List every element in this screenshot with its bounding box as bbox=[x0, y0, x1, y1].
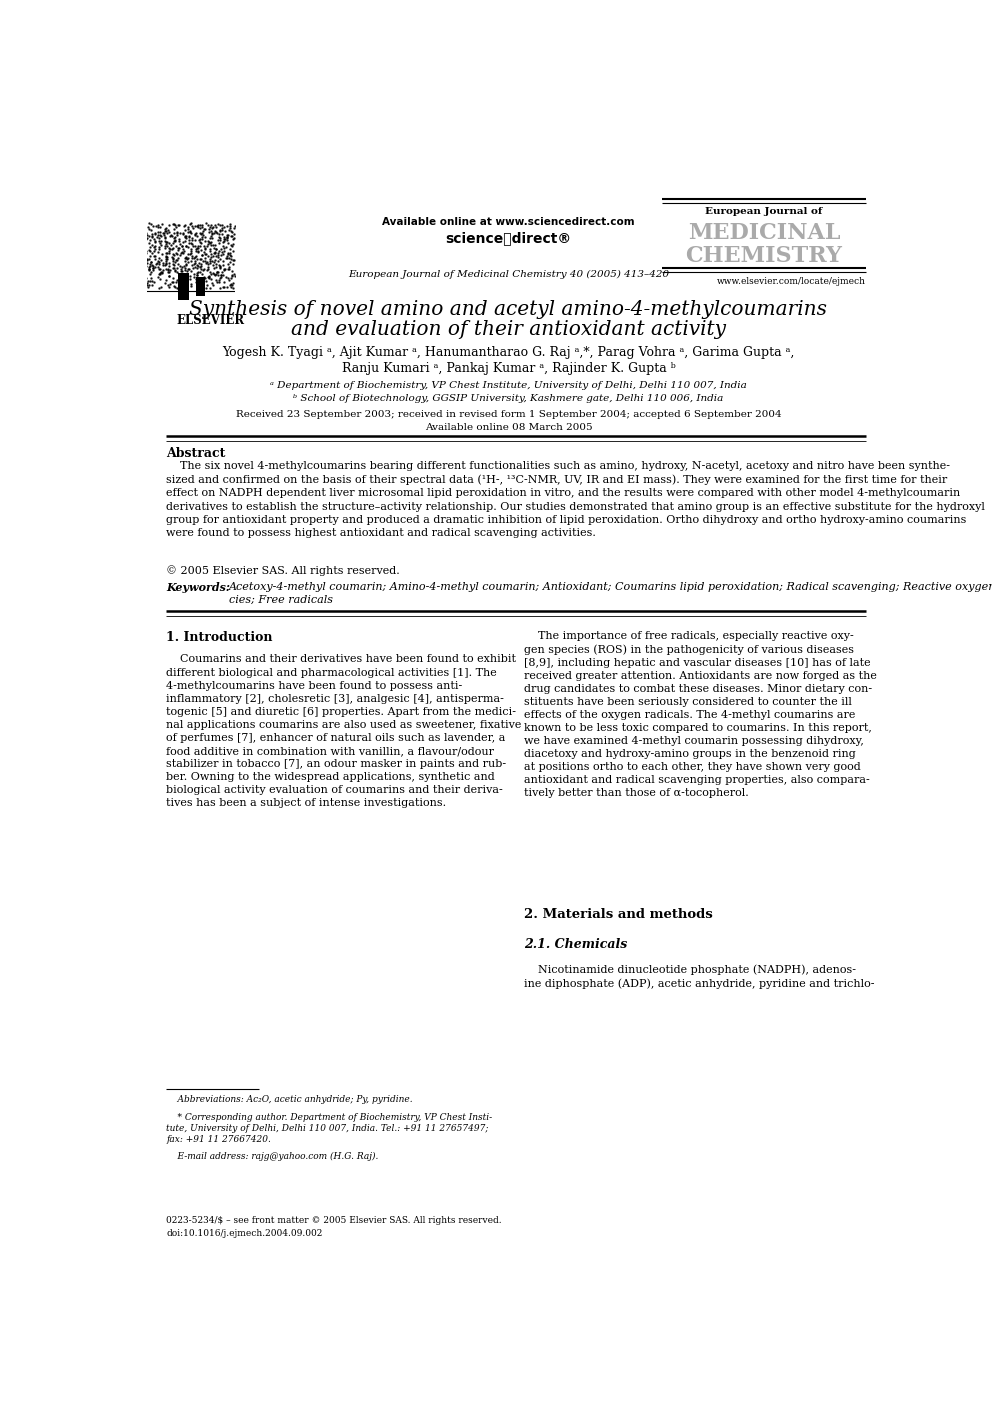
Text: European Journal of: European Journal of bbox=[705, 208, 822, 216]
Text: Received 23 September 2003; received in revised form 1 September 2004; accepted : Received 23 September 2003; received in … bbox=[235, 410, 782, 419]
Text: Coumarins and their derivatives have been found to exhibit
different biological : Coumarins and their derivatives have bee… bbox=[167, 654, 522, 808]
Text: www.elsevier.com/locate/ejmech: www.elsevier.com/locate/ejmech bbox=[717, 278, 866, 286]
Text: The six novel 4-methylcoumarins bearing different functionalities such as amino,: The six novel 4-methylcoumarins bearing … bbox=[167, 462, 985, 537]
Text: Acetoxy-4-methyl coumarin; Amino-4-methyl coumarin; Antioxidant; Coumarins lipid: Acetoxy-4-methyl coumarin; Amino-4-methy… bbox=[229, 582, 992, 605]
Text: 2.1. Chemicals: 2.1. Chemicals bbox=[524, 937, 627, 951]
Text: 0223-5234/$ – see front matter © 2005 Elsevier SAS. All rights reserved.: 0223-5234/$ – see front matter © 2005 El… bbox=[167, 1216, 502, 1225]
Text: Nicotinamide dinucleotide phosphate (NADPH), adenos-
ine diphosphate (ADP), acet: Nicotinamide dinucleotide phosphate (NAD… bbox=[524, 964, 874, 989]
Text: doi:10.1016/j.ejmech.2004.09.002: doi:10.1016/j.ejmech.2004.09.002 bbox=[167, 1229, 322, 1239]
Text: ᵇ School of Biotechnology, GGSIP University, Kashmere gate, Delhi 110 006, India: ᵇ School of Biotechnology, GGSIP Univers… bbox=[294, 394, 723, 403]
Text: The importance of free radicals, especially reactive oxy-
gen species (ROS) in t: The importance of free radicals, especia… bbox=[524, 631, 877, 798]
Text: MEDICINAL: MEDICINAL bbox=[687, 222, 840, 244]
Text: and evaluation of their antioxidant activity: and evaluation of their antioxidant acti… bbox=[291, 320, 726, 338]
Text: 1. Introduction: 1. Introduction bbox=[167, 631, 273, 644]
Text: Ranju Kumari ᵃ, Pankaj Kumar ᵃ, Rajinder K. Gupta ᵇ: Ranju Kumari ᵃ, Pankaj Kumar ᵃ, Rajinder… bbox=[341, 362, 676, 375]
Text: Synthesis of novel amino and acetyl amino-4-methylcoumarins: Synthesis of novel amino and acetyl amin… bbox=[189, 300, 827, 318]
Text: Abbreviations: Ac₂O, acetic anhydride; Py, pyridine.: Abbreviations: Ac₂O, acetic anhydride; P… bbox=[167, 1096, 413, 1104]
Text: CHEMISTRY: CHEMISTRY bbox=[685, 246, 842, 267]
Text: Abstract: Abstract bbox=[167, 448, 225, 460]
Text: Keywords:: Keywords: bbox=[167, 582, 234, 593]
Text: Yogesh K. Tyagi ᵃ, Ajit Kumar ᵃ, Hanumantharao G. Raj ᵃ,*, Parag Vohra ᵃ, Garima: Yogesh K. Tyagi ᵃ, Ajit Kumar ᵃ, Hanuman… bbox=[222, 345, 795, 359]
Text: European Journal of Medicinal Chemistry 40 (2005) 413–420: European Journal of Medicinal Chemistry … bbox=[348, 269, 669, 279]
Text: Available online 08 March 2005: Available online 08 March 2005 bbox=[425, 424, 592, 432]
Text: ᵃ Department of Biochemistry, VP Chest Institute, University of Delhi, Delhi 110: ᵃ Department of Biochemistry, VP Chest I… bbox=[270, 382, 747, 390]
Text: scienceⓐdirect®: scienceⓐdirect® bbox=[445, 231, 571, 246]
Text: E-mail address: rajg@yahoo.com (H.G. Raj).: E-mail address: rajg@yahoo.com (H.G. Raj… bbox=[167, 1152, 379, 1160]
Text: ELSEVIER: ELSEVIER bbox=[176, 314, 244, 327]
Text: 2. Materials and methods: 2. Materials and methods bbox=[524, 908, 712, 922]
Text: * Corresponding author. Department of Biochemistry, VP Chest Insti-
tute, Univer: * Corresponding author. Department of Bi… bbox=[167, 1113, 492, 1143]
Text: © 2005 Elsevier SAS. All rights reserved.: © 2005 Elsevier SAS. All rights reserved… bbox=[167, 565, 400, 575]
Text: Available online at www.sciencedirect.com: Available online at www.sciencedirect.co… bbox=[382, 217, 635, 227]
